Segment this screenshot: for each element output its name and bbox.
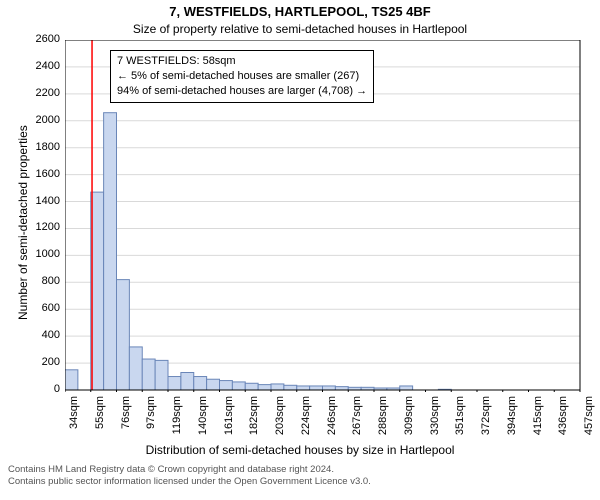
y-tick-label: 1600 [25,168,60,180]
y-tick-label: 1400 [25,195,60,207]
x-tick-label: 415sqm [532,396,544,446]
histogram-chart: 7, WESTFIELDS, HARTLEPOOL, TS25 4BF Size… [0,0,600,500]
info-line-1: 7 WESTFIELDS: 58sqm [117,54,367,69]
y-tick-label: 1800 [25,141,60,153]
chart-title: 7, WESTFIELDS, HARTLEPOOL, TS25 4BF [0,4,600,19]
x-tick-label: 161sqm [223,396,235,446]
info-line-2: ← 5% of semi-detached houses are smaller… [117,69,367,84]
y-tick-label: 2400 [25,60,60,72]
x-tick-label: 372sqm [480,396,492,446]
x-tick-label: 351sqm [454,396,466,446]
x-tick-label: 34sqm [68,396,80,446]
info-box: 7 WESTFIELDS: 58sqm ← 5% of semi-detache… [110,50,374,103]
x-tick-label: 182sqm [248,396,260,446]
x-tick-label: 436sqm [557,396,569,446]
y-tick-label: 1200 [25,221,60,233]
x-tick-label: 330sqm [429,396,441,446]
x-tick-label: 203sqm [274,396,286,446]
x-tick-label: 224sqm [300,396,312,446]
y-tick-label: 2600 [25,33,60,45]
x-tick-label: 97sqm [145,396,157,446]
x-tick-label: 457sqm [583,396,595,446]
y-tick-label: 2200 [25,87,60,99]
x-tick-label: 76sqm [120,396,132,446]
x-tick-label: 309sqm [403,396,415,446]
x-tick-label: 140sqm [197,396,209,446]
chart-footer: Contains HM Land Registry data © Crown c… [8,464,371,489]
x-tick-label: 267sqm [351,396,363,446]
chart-subtitle: Size of property relative to semi-detach… [0,22,600,36]
x-tick-label: 55sqm [94,396,106,446]
x-tick-label: 246sqm [326,396,338,446]
y-tick-label: 2000 [25,114,60,126]
info-line-3: 94% of semi-detached houses are larger (… [117,84,367,99]
footer-line-1: Contains HM Land Registry data © Crown c… [8,464,371,476]
y-tick-label: 400 [25,329,60,341]
x-tick-label: 394sqm [506,396,518,446]
y-tick-label: 800 [25,275,60,287]
x-tick-label: 288sqm [377,396,389,446]
y-tick-label: 600 [25,302,60,314]
footer-line-2: Contains public sector information licen… [8,476,371,488]
y-tick-label: 0 [25,383,60,395]
y-tick-label: 1000 [25,248,60,260]
x-tick-label: 119sqm [171,396,183,446]
y-tick-label: 200 [25,356,60,368]
